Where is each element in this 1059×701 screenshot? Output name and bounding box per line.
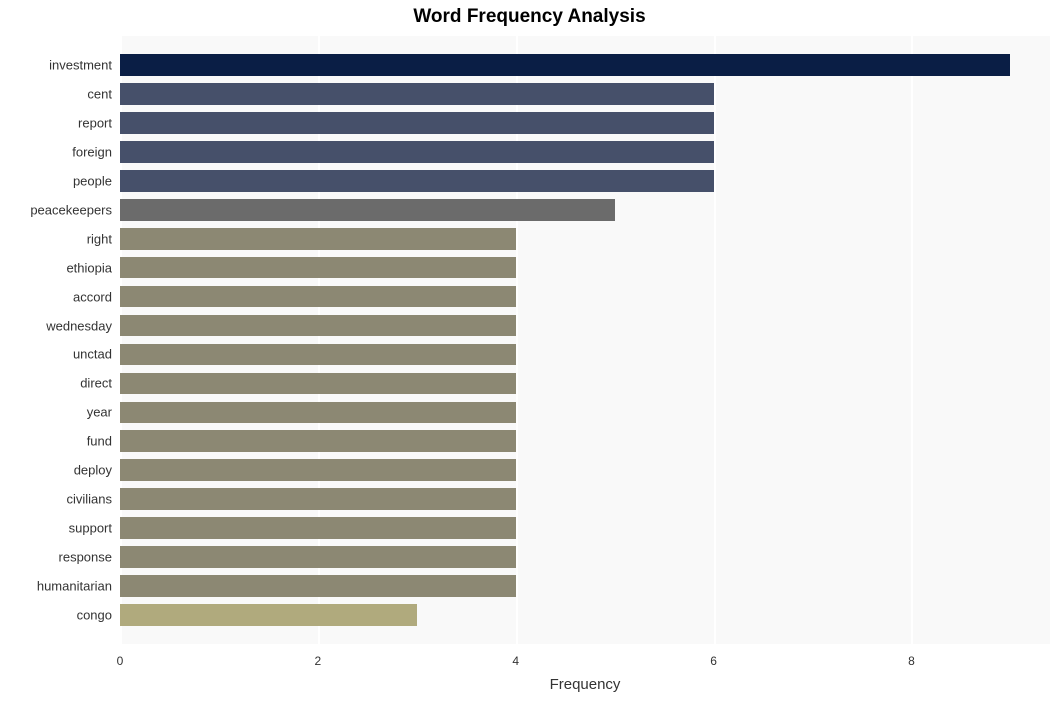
bar — [120, 546, 516, 568]
bar — [120, 286, 516, 308]
plot-area — [120, 36, 1050, 644]
y-tick-label: wednesday — [46, 318, 112, 333]
y-tick-label: investment — [49, 57, 112, 72]
bar — [120, 170, 714, 192]
bar — [120, 402, 516, 424]
bar — [120, 199, 615, 221]
x-tick-label: 0 — [117, 654, 124, 668]
y-tick-label: accord — [73, 289, 112, 304]
y-tick-label: cent — [87, 86, 112, 101]
bar — [120, 373, 516, 395]
y-tick-label: year — [87, 405, 112, 420]
bar — [120, 344, 516, 366]
x-tick-label: 8 — [908, 654, 915, 668]
bar — [120, 141, 714, 163]
y-tick-label: right — [87, 231, 112, 246]
chart-container: Word Frequency Analysis Frequency 0 2 4 6 8 i… — [0, 0, 1059, 701]
x-tick-label: 2 — [315, 654, 322, 668]
x-tick-label: 4 — [512, 654, 519, 668]
y-tick-label: peacekeepers — [30, 202, 112, 217]
chart-title: Word Frequency Analysis — [0, 6, 1059, 28]
bar — [120, 604, 417, 626]
y-tick-label: congo — [77, 608, 112, 623]
y-tick-label: unctad — [73, 347, 112, 362]
bar — [120, 488, 516, 510]
x-axis-label: Frequency — [550, 676, 621, 693]
y-tick-label: fund — [87, 434, 112, 449]
bar — [120, 112, 714, 134]
y-tick-label: foreign — [72, 144, 112, 159]
y-tick-label: support — [69, 521, 112, 536]
bar — [120, 459, 516, 481]
bar — [120, 517, 516, 539]
bar — [120, 54, 1010, 76]
y-tick-label: ethiopia — [66, 260, 112, 275]
y-tick-label: direct — [80, 376, 112, 391]
y-tick-label: report — [78, 115, 112, 130]
y-tick-label: response — [59, 550, 112, 565]
bar — [120, 315, 516, 337]
y-tick-label: civilians — [66, 492, 112, 507]
bar — [120, 257, 516, 279]
bar — [120, 83, 714, 105]
y-tick-label: people — [73, 173, 112, 188]
gridline — [911, 36, 913, 644]
gridline — [714, 36, 716, 644]
y-tick-label: humanitarian — [37, 579, 112, 594]
y-tick-label: deploy — [74, 463, 112, 478]
x-tick-label: 6 — [710, 654, 717, 668]
bar — [120, 430, 516, 452]
bar — [120, 228, 516, 250]
bar — [120, 575, 516, 597]
